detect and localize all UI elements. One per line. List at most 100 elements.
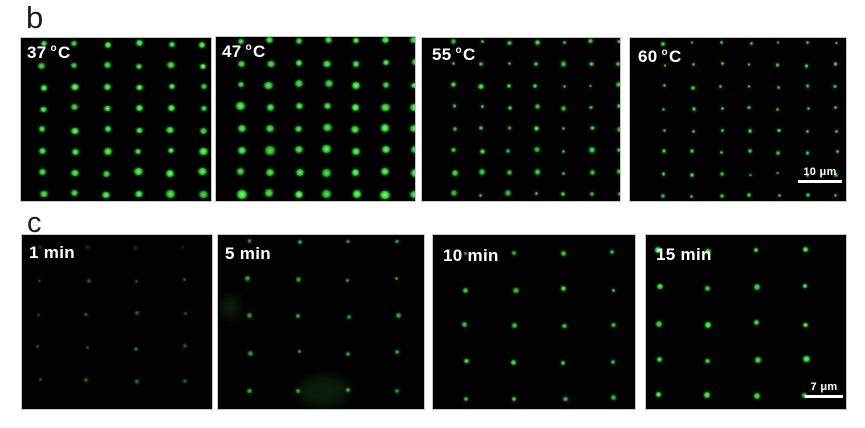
fluorescent-dot: [533, 126, 539, 132]
fluorescent-dot: [802, 284, 808, 289]
fluorescent-dot: [136, 40, 143, 47]
fluorescent-dot: [663, 63, 667, 67]
fluorescent-dot: [805, 151, 809, 155]
fluorescent-dot: [41, 40, 48, 47]
fluorescent-dot: [561, 171, 565, 175]
fluorescent-dot: [238, 146, 246, 154]
panel-label: 60 oC: [638, 47, 682, 67]
fluorescent-dot: [182, 277, 186, 281]
fluorescent-dot: [479, 62, 484, 66]
fluorescent-dot: [295, 60, 303, 66]
fluorescent-dot: [238, 39, 245, 45]
fluorescent-dot: [345, 278, 349, 283]
fluorescent-dot: [663, 128, 667, 132]
fluorescent-dot: [704, 322, 711, 328]
fluorescent-dot: [749, 173, 752, 177]
fluorescent-dot: [507, 126, 512, 130]
fluorescent-dot: [324, 103, 331, 109]
temperature-unit: C: [252, 42, 266, 61]
time-label: 10 min: [443, 246, 499, 265]
fluorescent-dot: [346, 388, 350, 392]
fluorescent-dot: [777, 194, 781, 198]
time-label: 15 min: [656, 245, 712, 264]
fluorescent-dot: [617, 39, 620, 44]
fluorescent-dot: [533, 84, 538, 89]
fluorescent-dot: [36, 313, 40, 317]
fluorescent-dot: [238, 124, 247, 132]
fluorescent-dot: [513, 287, 519, 294]
micrograph-panel-37c: 37 oC: [20, 37, 212, 202]
fluorescent-dot: [560, 61, 566, 67]
fluorescent-dot: [452, 126, 457, 131]
fluorescent-dot: [753, 247, 759, 253]
temperature-value: 55: [432, 45, 452, 64]
fluorescent-dot: [409, 37, 415, 43]
fluorescent-dot: [380, 167, 389, 175]
fluorescent-dot: [411, 59, 415, 65]
fluorescent-dot: [834, 106, 838, 110]
fluorescent-dot: [183, 312, 187, 316]
fluorescent-dot: [691, 62, 695, 66]
fluorescent-dot: [410, 125, 415, 132]
fluorescent-dot: [323, 123, 332, 132]
fluorescent-dot: [802, 247, 809, 253]
fluorescent-dot: [264, 81, 273, 90]
fluorescent-dot: [322, 145, 331, 153]
fluorescent-dot: [776, 108, 780, 111]
fluorescent-dot: [512, 251, 517, 256]
fluorescent-dot: [40, 85, 48, 91]
fluorescent-dot: [381, 104, 390, 112]
fluorescent-dot: [661, 193, 666, 198]
scale-bar-label: 7 μm: [810, 381, 838, 393]
fluorescent-dot: [322, 169, 332, 178]
fluorescent-dot: [36, 345, 40, 349]
fluorescent-dot: [661, 172, 666, 176]
fluorescent-dot: [617, 127, 620, 132]
scale-bar-line: [798, 180, 842, 183]
fluorescent-dot: [237, 190, 247, 199]
fluorescent-dot: [719, 85, 723, 89]
time-label: 1 min: [29, 243, 75, 262]
fluorescent-dot: [611, 395, 616, 400]
fluorescent-dot: [561, 149, 565, 153]
fluorescent-dot: [805, 193, 811, 198]
fluorescent-dot: [39, 190, 48, 198]
fluorescent-dot: [409, 103, 415, 112]
dot-array: [21, 38, 211, 201]
fluorescent-dot: [70, 190, 78, 197]
fluorescent-dot: [84, 313, 88, 317]
micrograph-panel-10min: 10 min: [432, 234, 636, 410]
fluorescent-dot: [776, 171, 780, 175]
fluorescent-dot: [533, 62, 538, 66]
fluorescent-dot: [805, 64, 809, 68]
fluorescent-dot: [450, 82, 456, 88]
fluorescent-dot: [168, 83, 176, 90]
fluorescent-dot: [135, 190, 143, 198]
dot-array: [218, 235, 424, 409]
fluorescent-dot: [167, 147, 175, 154]
fluorescent-dot: [720, 194, 724, 198]
fluorescent-dot: [562, 126, 565, 130]
fluorescent-dot: [295, 190, 304, 198]
fluorescent-dot: [617, 148, 620, 152]
fluorescent-dot: [689, 194, 694, 199]
fluorescent-dot: [39, 378, 42, 382]
fluorescent-dot: [589, 169, 596, 175]
fluorescent-dot: [720, 41, 723, 44]
fluorescent-dot: [380, 190, 391, 200]
fluorescent-dot: [382, 59, 389, 65]
fluorescent-dot: [322, 190, 331, 198]
fluorescent-dot: [266, 104, 275, 111]
fluorescent-dot: [134, 310, 140, 315]
micrograph-panel-15min: 15 min 7 μm: [645, 234, 847, 410]
fluorescent-dot: [345, 351, 350, 357]
fluorescent-dot: [805, 83, 810, 88]
fluorescent-dot: [395, 239, 399, 244]
fluorescent-dot: [478, 126, 483, 131]
fluorescent-dot: [352, 104, 360, 111]
fluorescent-dot: [451, 190, 458, 196]
fluorescent-dot: [705, 286, 710, 291]
fluorescent-dot: [296, 38, 303, 44]
fluorescent-dot: [352, 169, 360, 176]
degree-symbol: o: [50, 43, 57, 54]
